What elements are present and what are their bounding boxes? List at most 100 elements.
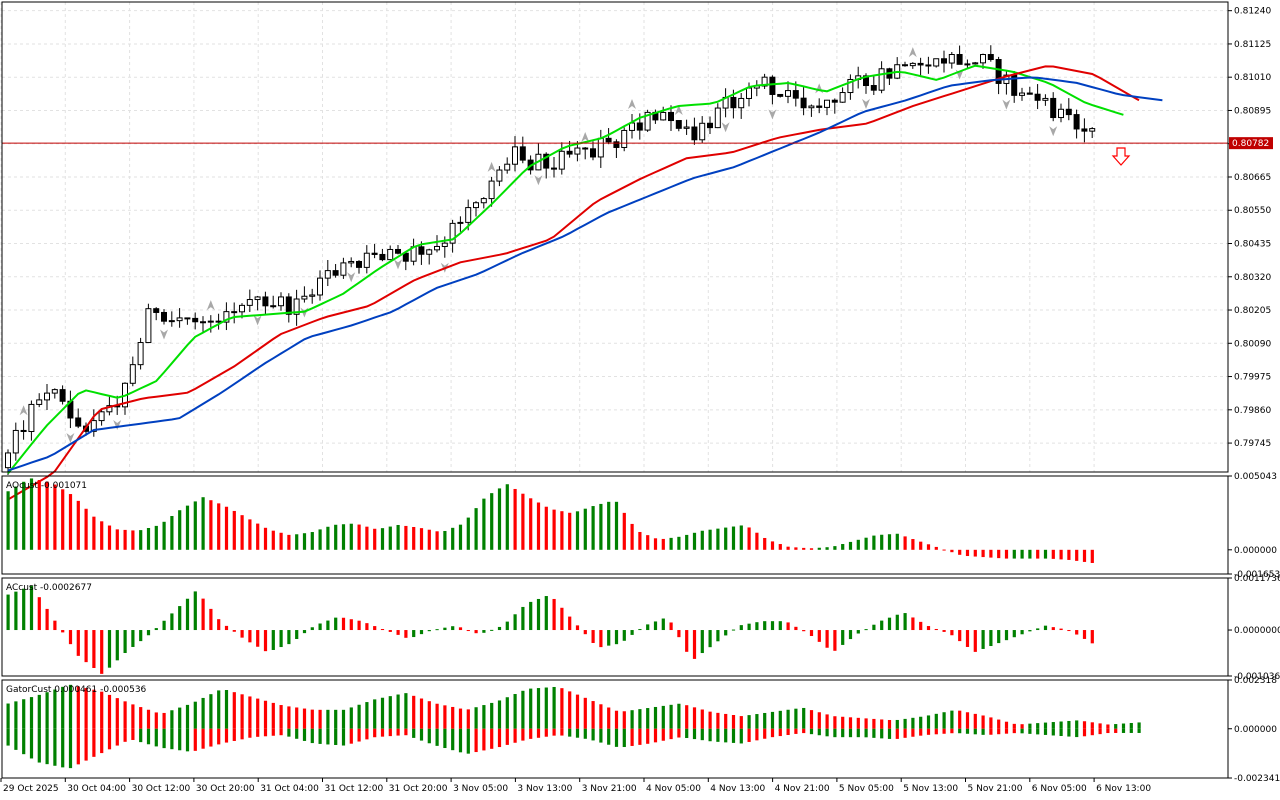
ao-bar xyxy=(607,501,611,550)
ac-bar xyxy=(6,594,10,631)
ac-bar xyxy=(84,630,88,663)
ac-bar xyxy=(318,623,322,631)
gator-upper-bar xyxy=(794,708,798,729)
ao-bar xyxy=(474,508,478,550)
gator-upper-bar xyxy=(154,712,158,729)
ao-bar xyxy=(622,512,626,550)
candle-bear xyxy=(730,96,737,109)
ao-bar xyxy=(677,536,681,550)
gator-upper-bar xyxy=(68,684,73,729)
candle-bear xyxy=(590,148,596,158)
gator-upper-bar xyxy=(380,697,385,729)
candle-bull xyxy=(465,207,472,223)
gator-lower-bar xyxy=(1121,728,1126,733)
candle-bear xyxy=(20,429,27,433)
ac-bar xyxy=(638,629,642,631)
candle-bear xyxy=(231,311,238,314)
ao-bar xyxy=(981,549,985,558)
ac-bar xyxy=(1036,628,1040,631)
ao-bar xyxy=(443,530,447,550)
gator-lower-bar xyxy=(279,728,283,736)
gator-lower-bar xyxy=(295,728,299,739)
gator-upper-bar xyxy=(911,717,915,729)
gator-upper-bar xyxy=(778,710,782,729)
candle-bull xyxy=(441,242,448,247)
candle-bear xyxy=(285,296,292,315)
candle-bear xyxy=(800,97,807,109)
ao-bar xyxy=(778,544,782,550)
ac-bar xyxy=(786,622,790,631)
gator-lower-bar xyxy=(755,728,759,741)
ao-bar xyxy=(731,526,736,550)
ao-bar xyxy=(217,503,221,550)
ao-bar xyxy=(716,528,720,550)
gator-upper-bar xyxy=(505,697,509,729)
gator-upper-bar xyxy=(1036,723,1040,729)
ao-bar xyxy=(497,488,502,550)
gator-upper-bar xyxy=(466,709,470,729)
candle-bull xyxy=(293,298,300,315)
ac-bar xyxy=(443,627,447,631)
gator-lower-bar xyxy=(622,728,626,748)
gator-lower-bar xyxy=(435,728,439,746)
gator-lower-bar xyxy=(310,728,314,744)
ao-bar xyxy=(638,531,642,550)
gator-upper-bar xyxy=(583,697,587,729)
ao-bar xyxy=(45,481,49,550)
ao-bar xyxy=(427,529,431,550)
candle-bear xyxy=(161,311,167,322)
ao-bar xyxy=(271,530,275,550)
gator-upper-bar xyxy=(950,710,954,729)
candle-bear xyxy=(995,59,1002,84)
time-tick-label: 30 Oct 12:00 xyxy=(132,784,191,794)
ao-bar xyxy=(295,534,299,550)
gator-upper-bar xyxy=(1020,724,1024,729)
gator-lower-bar xyxy=(240,728,244,740)
candle-bear xyxy=(59,389,66,402)
ao-bar xyxy=(310,532,314,550)
gator-lower-bar xyxy=(841,728,845,738)
gator-lower-bar xyxy=(131,728,135,740)
candle-bull xyxy=(44,392,50,401)
ao-bar xyxy=(107,525,112,550)
ac-bar xyxy=(201,598,205,631)
time-tick-label: 4 Nov 13:00 xyxy=(710,784,765,794)
gator-upper-bar xyxy=(1129,722,1133,729)
ac-bar xyxy=(154,628,158,631)
ac-bar xyxy=(92,630,96,668)
gator-lower-bar xyxy=(490,728,494,749)
ac-bar xyxy=(1043,625,1048,631)
candle-bear xyxy=(356,260,362,268)
gator-upper-bar xyxy=(934,713,938,729)
ao-bar xyxy=(451,527,455,550)
gator-upper-bar xyxy=(958,710,962,729)
gator-upper-bar xyxy=(802,707,806,729)
gator-lower-bar xyxy=(700,728,704,741)
gator-lower-bar xyxy=(224,728,229,743)
candle-bear xyxy=(831,99,838,103)
gator-lower-bar xyxy=(825,728,829,737)
ao-bar xyxy=(1020,549,1024,559)
gator-lower-bar xyxy=(29,728,34,759)
gator-upper-bar xyxy=(349,707,353,729)
ao-bar xyxy=(302,533,307,550)
gator-lower-bar xyxy=(302,728,307,741)
gator-lower-bar xyxy=(708,728,712,742)
ac-bar xyxy=(505,621,509,631)
gator-upper-bar xyxy=(256,698,260,729)
candle-bull xyxy=(5,452,11,469)
ac-bar xyxy=(302,630,307,634)
gator-lower-bar xyxy=(248,728,252,738)
ac-bar xyxy=(716,630,720,642)
ac-bar xyxy=(334,617,338,631)
gator-lower-bar xyxy=(911,728,915,737)
gator-upper-bar xyxy=(326,709,330,729)
candle-bear xyxy=(777,93,784,97)
gator-upper-bar xyxy=(856,717,860,729)
ao-bar xyxy=(560,511,564,550)
gator-upper-bar xyxy=(513,694,517,729)
ao-bar xyxy=(1051,549,1055,559)
time-tick-label: 31 Oct 20:00 xyxy=(389,784,448,794)
ao-bar xyxy=(22,481,26,550)
